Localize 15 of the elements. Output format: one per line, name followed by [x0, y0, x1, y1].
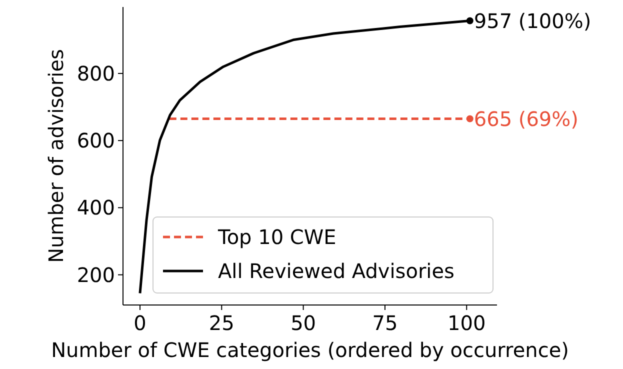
x-tick-label: 100 [448, 311, 486, 335]
legend-label: Top 10 CWE [217, 225, 336, 249]
x-axis-title: Number of CWE categories (ordered by occurrence) [51, 338, 569, 362]
x-tick-label: 50 [290, 311, 316, 335]
annotation: 957 (100%) [474, 8, 592, 33]
y-tick-label: 200 [76, 262, 115, 287]
x-tick-label: 25 [208, 311, 234, 335]
annotation: 665 (69%) [474, 106, 578, 131]
y-tick-label: 400 [76, 196, 115, 220]
y-axis-title: Number of advisories [44, 49, 68, 263]
x-tick-label: 0 [134, 311, 146, 335]
y-tick-label: 800 [76, 61, 115, 86]
x-tick-label: 75 [372, 311, 398, 335]
y-tick-label: 600 [76, 128, 115, 153]
legend-label: All Reviewed Advisories [218, 259, 454, 283]
